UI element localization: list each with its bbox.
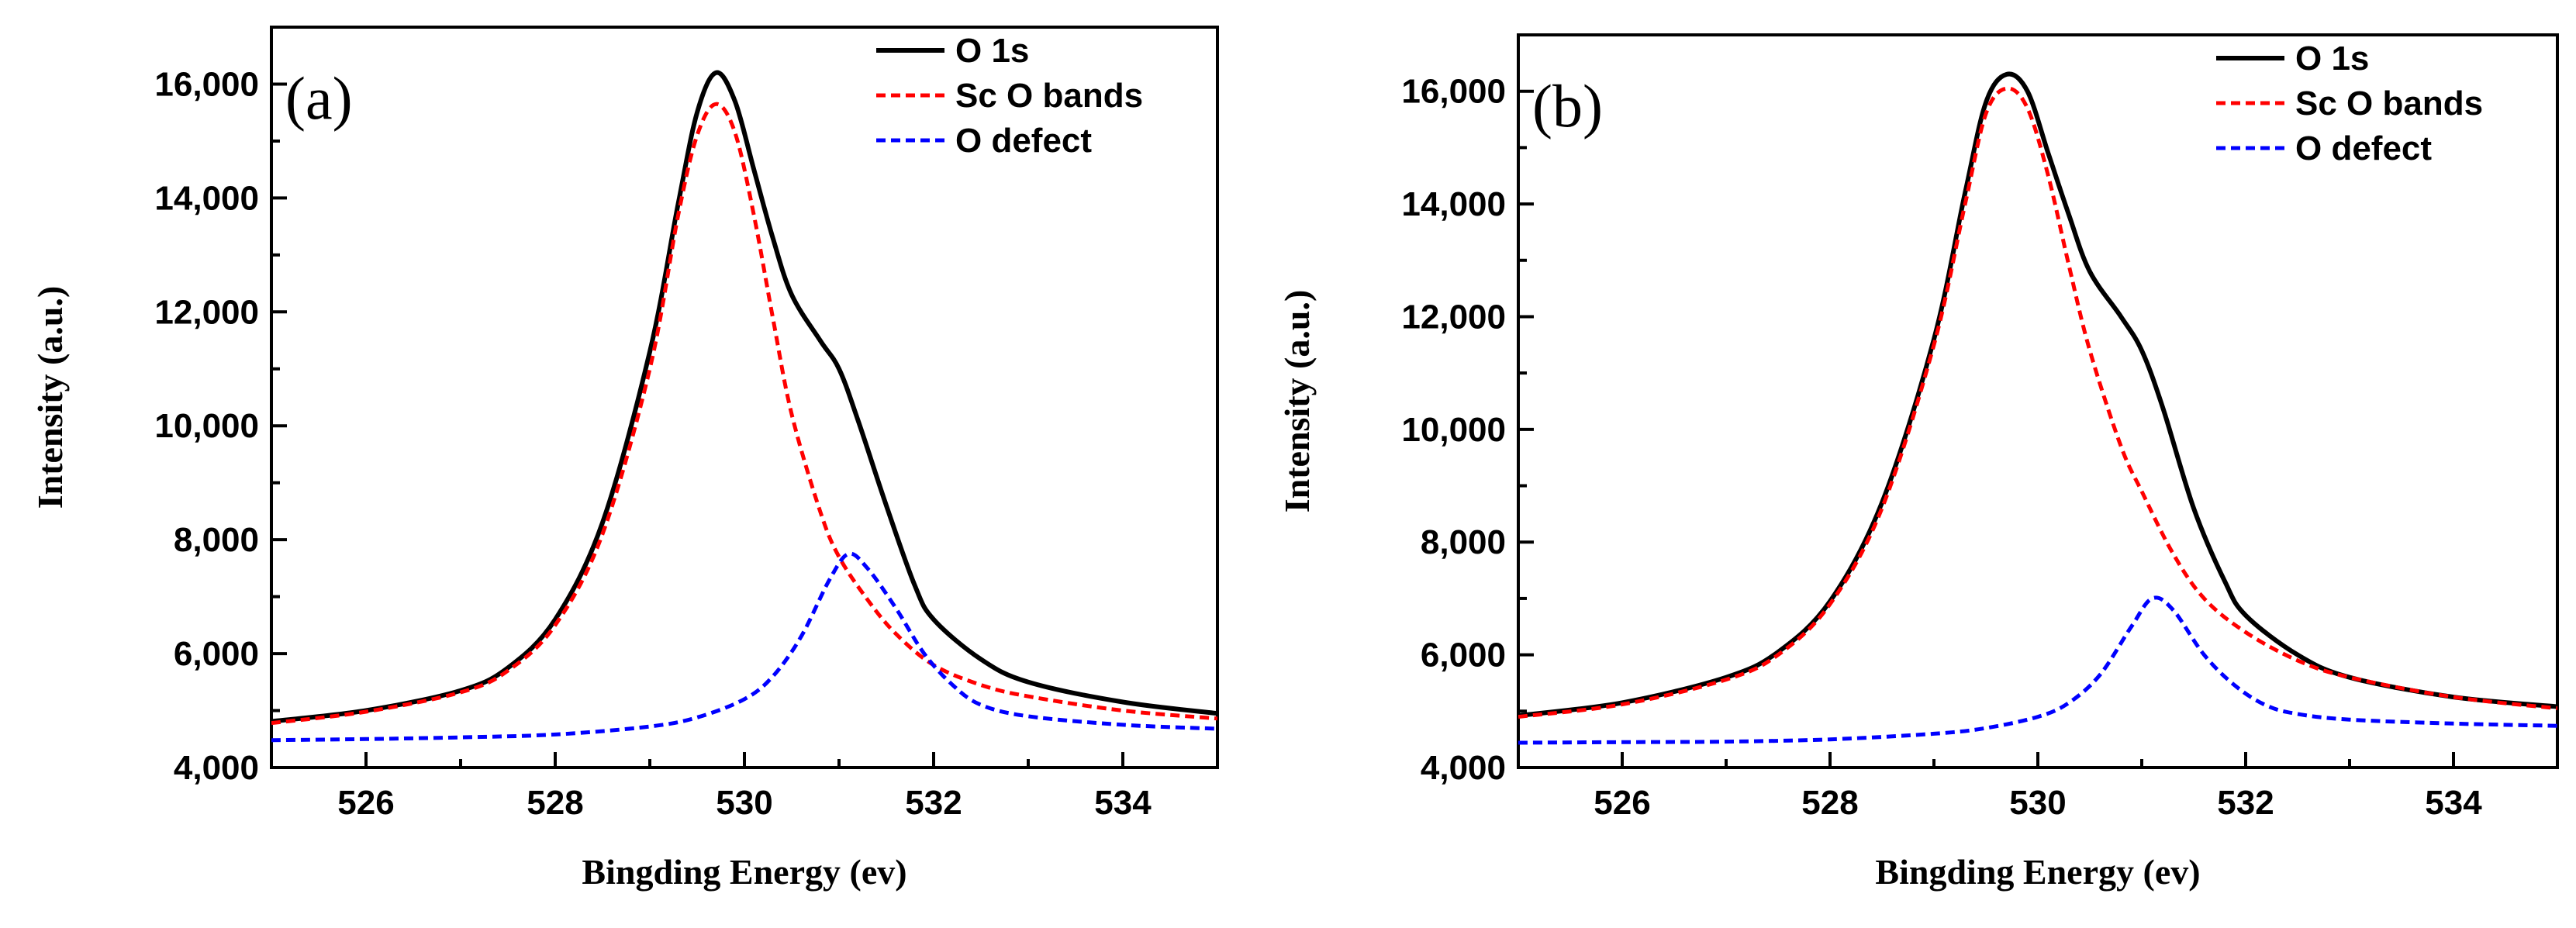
series-line-sc-o-bands (1518, 86, 2557, 719)
chart-panel-a: 526 528 530 532 534 4,000 6,000 8,000 10,000 12,0… (30, 26, 1219, 892)
y-tick-label: 12,000 (1401, 298, 1506, 336)
legend-label-o-defect: O defect (2295, 129, 2432, 167)
y-tick-label: 4,000 (174, 749, 259, 787)
y-tick-label: 6,000 (174, 635, 259, 673)
y-tick-label: 6,000 (1421, 636, 1506, 674)
chart-panel-b: 526 528 530 532 534 4,000 6,000 8,000 10,000 12,0… (1277, 33, 2559, 892)
series-line-o-1s (271, 70, 1217, 724)
x-axis-title: Bingding Energy (ev) (582, 852, 906, 892)
series-line-sc-o-bands (271, 102, 1217, 726)
legend-label-sc-o-bands: Sc O bands (955, 77, 1143, 115)
x-tick-label: 532 (2217, 784, 2274, 822)
legend-label-o-defect: O defect (955, 122, 1092, 160)
series-line-o-defect (1518, 595, 2557, 745)
legend-label-sc-o-bands: Sc O bands (2295, 85, 2483, 122)
y-tick-label: 8,000 (1421, 523, 1506, 561)
x-tick-label: 532 (905, 784, 962, 822)
x-tick-label: 526 (337, 784, 394, 822)
x-tick-label: 530 (2009, 784, 2066, 822)
y-axis-title: Intensity (a.u.) (30, 286, 70, 509)
y-tick-label: 14,000 (154, 179, 259, 217)
panel-label: (a) (285, 64, 353, 132)
series-line-o-defect (271, 551, 1217, 743)
legend-label-o-1s: O 1s (2295, 40, 2369, 78)
y-tick-label: 14,000 (1401, 185, 1506, 223)
x-tick-label: 528 (1801, 784, 1858, 822)
y-tick-label: 8,000 (174, 521, 259, 559)
x-tick-label: 534 (1094, 784, 1152, 822)
y-axis-title: Intensity (a.u.) (1277, 290, 1317, 513)
x-tick-label: 534 (2425, 784, 2482, 822)
y-tick-label: 16,000 (1401, 73, 1506, 111)
y-tick-label: 10,000 (154, 407, 259, 445)
x-tick-label: 528 (527, 784, 583, 822)
x-tick-label: 526 (1594, 784, 1650, 822)
panel-label: (b) (1532, 72, 1603, 140)
x-tick-label: 530 (716, 784, 772, 822)
y-tick-label: 10,000 (1401, 411, 1506, 449)
series-line-o-1s (1518, 71, 2557, 719)
y-tick-label: 4,000 (1421, 749, 1506, 787)
y-tick-label: 12,000 (154, 293, 259, 331)
legend-label-o-1s: O 1s (955, 32, 1029, 70)
y-tick-label: 16,000 (154, 65, 259, 103)
x-axis-title: Bingding Energy (ev) (1875, 852, 2200, 892)
